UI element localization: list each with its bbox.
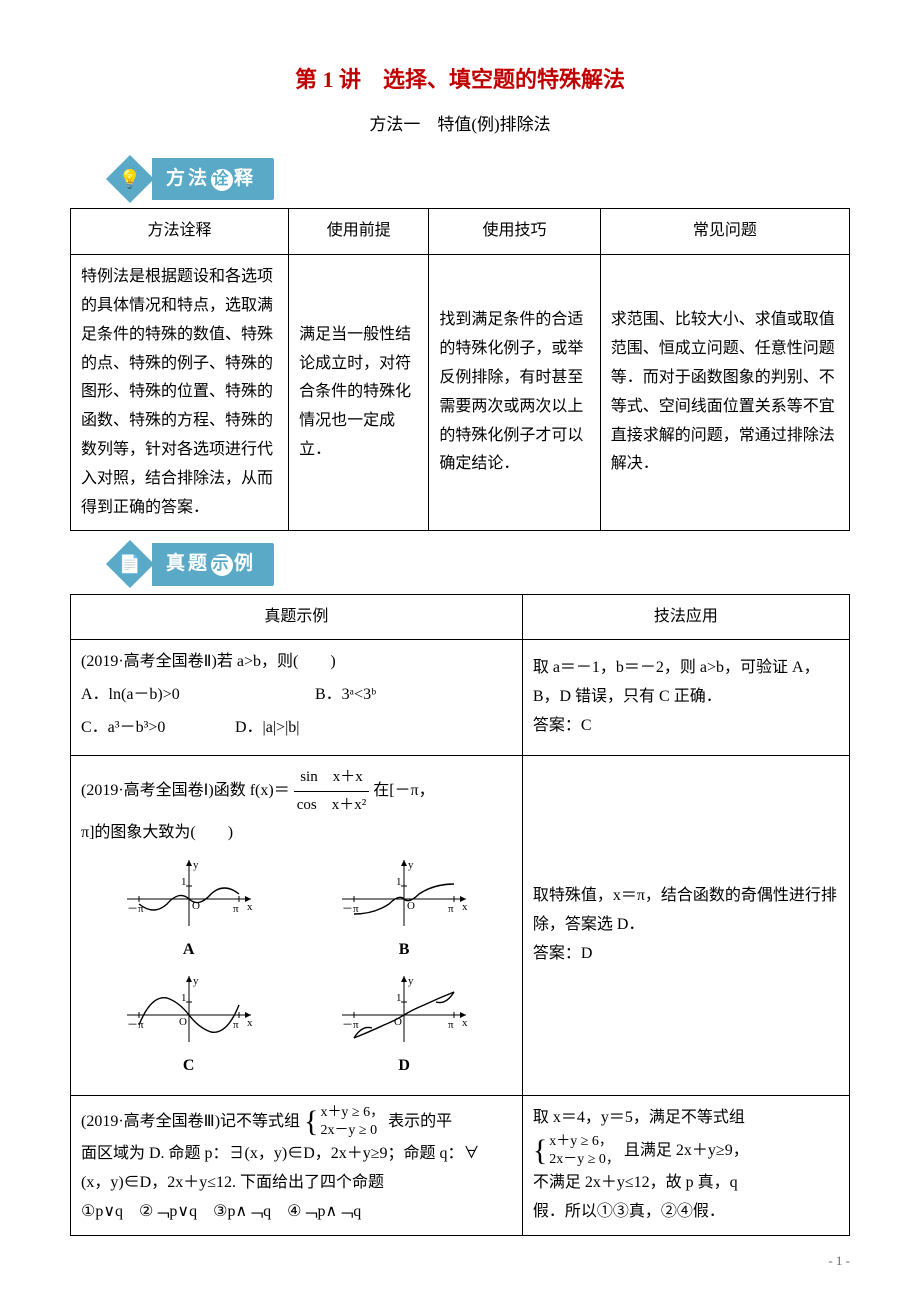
svg-text:x: x (247, 901, 253, 913)
graph-label-a: A (119, 936, 259, 965)
table-header-row: 真题示例 技法应用 (71, 594, 850, 640)
svg-text:π: π (448, 903, 454, 915)
th: 方法诠释 (71, 209, 289, 255)
example-cell: (2019·高考全国卷Ⅰ)函数 f(x)＝ sin x＋x cos x＋x² 在… (71, 755, 523, 1095)
table-row: (2019·高考全国卷Ⅰ)函数 f(x)＝ sin x＋x cos x＋x² 在… (71, 755, 850, 1095)
svg-text:1: 1 (396, 992, 402, 1004)
svg-text:y: y (193, 975, 199, 987)
td: 求范围、比较大小、求值或取值范围、恒成立问题、任意性问题等．而对于函数图象的判别… (600, 255, 849, 531)
option-a: A．ln(a－b)>0 (81, 681, 311, 710)
th: 使用前提 (289, 209, 429, 255)
example-source: (2019·高考全国卷Ⅰ)函数 f(x)＝ sin x＋x cos x＋x² 在… (81, 764, 512, 819)
option-b: B．3ᵃ<3ᵇ (315, 681, 425, 710)
table-row: 特例法是根据题设和各选项的具体情况和特点，选取满足条件的特殊的数值、特殊的点、特… (71, 255, 850, 531)
graph-b: y x O 1 －π π B (334, 854, 474, 965)
svg-text:x: x (462, 901, 468, 913)
tip-text: 取特殊值，x＝π，结合函数的奇偶性进行排除，答案选 D． (533, 882, 839, 940)
graph-a: y x O 1 －π π A (119, 854, 259, 965)
example-line3: (x，y)∈D，2x＋y≤12. 下面给出了四个命题 (81, 1169, 512, 1198)
tip-text: 取 a＝－1，b＝－2，则 a>b，可验证 A，B，D 错误，只有 C 正确． (533, 654, 839, 712)
example-line4: ①p∨q ②﹁p∨q ③p∧﹁q ④﹁p∧﹁q (81, 1198, 512, 1227)
method-subtitle: 方法一 特值(例)排除法 (70, 110, 850, 141)
tip-cell: 取 x＝4，y＝5，满足不等式组 { x＋y ≥ 6， 2x－y ≥ 0， 且满… (522, 1096, 849, 1236)
svg-text:x: x (462, 1017, 468, 1029)
svg-text:x: x (247, 1017, 253, 1029)
th: 技法应用 (522, 594, 849, 640)
svg-text:O: O (179, 1016, 187, 1028)
example-cell: (2019·高考全国卷Ⅱ)若 a>b，则( ) A．ln(a－b)>0 B．3ᵃ… (71, 640, 523, 755)
page-title: 第 1 讲 选择、填空题的特殊解法 (70, 60, 850, 100)
tip-line1: 取 x＝4，y＝5，满足不等式组 (533, 1104, 839, 1133)
th: 使用技巧 (429, 209, 600, 255)
inequality-system: { x＋y ≥ 6， 2x－y ≥ 0 (304, 1104, 384, 1140)
th: 真题示例 (71, 594, 523, 640)
tip-line3: 假．所以①③真，②④假． (533, 1198, 839, 1227)
tip-system-line: { x＋y ≥ 6， 2x－y ≥ 0， 且满足 2x＋y≥9， (533, 1133, 839, 1169)
graph-d: y x O 1 －π π D (334, 970, 474, 1081)
answer-text: 答案：C (533, 712, 839, 741)
method-table: 方法诠释 使用前提 使用技巧 常见问题 特例法是根据题设和各选项的具体情况和特点… (70, 208, 850, 531)
banner-method-explain: 💡 方法诠释 (110, 158, 850, 200)
graph-label-b: B (334, 936, 474, 965)
examples-table: 真题示例 技法应用 (2019·高考全国卷Ⅱ)若 a>b，则( ) A．ln(a… (70, 594, 850, 1236)
svg-text:y: y (408, 859, 414, 871)
svg-text:1: 1 (181, 992, 187, 1004)
graph-label-c: C (119, 1052, 259, 1081)
example-line1: (2019·高考全国卷Ⅲ)记不等式组 { x＋y ≥ 6， 2x－y ≥ 0 表… (81, 1104, 512, 1140)
banner-label: 方法诠释 (154, 158, 274, 200)
svg-text:π: π (233, 903, 239, 915)
graphs-row-1: y x O 1 －π π A (81, 854, 512, 965)
graphs-row-2: y x O 1 －π π C (81, 970, 512, 1081)
example-cell: (2019·高考全国卷Ⅲ)记不等式组 { x＋y ≥ 6， 2x－y ≥ 0 表… (71, 1096, 523, 1236)
svg-text:y: y (193, 859, 199, 871)
fraction: sin x＋x cos x＋x² (294, 764, 370, 819)
option-d: D．|a|>|b| (235, 714, 345, 743)
table-header-row: 方法诠释 使用前提 使用技巧 常见问题 (71, 209, 850, 255)
graph-c: y x O 1 －π π C (119, 970, 259, 1081)
answer-text: 答案：D (533, 940, 839, 969)
table-row: (2019·高考全国卷Ⅲ)记不等式组 { x＋y ≥ 6， 2x－y ≥ 0 表… (71, 1096, 850, 1236)
banner-real-example: 📄 真题示例 (110, 543, 850, 585)
svg-text:y: y (408, 975, 414, 987)
td: 特例法是根据题设和各选项的具体情况和特点，选取满足条件的特殊的数值、特殊的点、特… (71, 255, 289, 531)
svg-text:O: O (407, 900, 415, 912)
graph-label-d: D (334, 1052, 474, 1081)
svg-text:π: π (448, 1019, 454, 1031)
example-line2: 面区域为 D. 命题 p：∃(x，y)∈D，2x＋y≥9；命题 q：∀ (81, 1140, 512, 1169)
table-row: (2019·高考全国卷Ⅱ)若 a>b，则( ) A．ln(a－b)>0 B．3ᵃ… (71, 640, 850, 755)
svg-text:－π: －π (342, 903, 359, 915)
th: 常见问题 (600, 209, 849, 255)
page-number: - 1 - (828, 1249, 850, 1272)
example-source: (2019·高考全国卷Ⅱ)若 a>b，则( ) (81, 648, 512, 677)
banner-icon-bulb: 💡 (110, 159, 150, 199)
svg-text:1: 1 (181, 876, 187, 888)
example-source-line2: π]的图象大致为( ) (81, 819, 512, 848)
svg-text:π: π (233, 1019, 239, 1031)
banner-icon-doc: 📄 (110, 544, 150, 584)
tip-line2: 不满足 2x＋y≤12，故 p 真，q (533, 1169, 839, 1198)
option-c: C．a³－b³>0 (81, 714, 231, 743)
banner-label: 真题示例 (154, 543, 274, 585)
td: 找到满足条件的合适的特殊化例子，或举反例排除，有时甚至需要两次或两次以上的特殊化… (429, 255, 600, 531)
tip-cell: 取 a＝－1，b＝－2，则 a>b，可验证 A，B，D 错误，只有 C 正确． … (522, 640, 849, 755)
svg-text:1: 1 (396, 876, 402, 888)
tip-cell: 取特殊值，x＝π，结合函数的奇偶性进行排除，答案选 D． 答案：D (522, 755, 849, 1095)
svg-text:－π: －π (342, 1019, 359, 1031)
svg-text:－π: －π (127, 903, 144, 915)
td: 满足当一般性结论成立时，对符合条件的特殊化情况也一定成立． (289, 255, 429, 531)
